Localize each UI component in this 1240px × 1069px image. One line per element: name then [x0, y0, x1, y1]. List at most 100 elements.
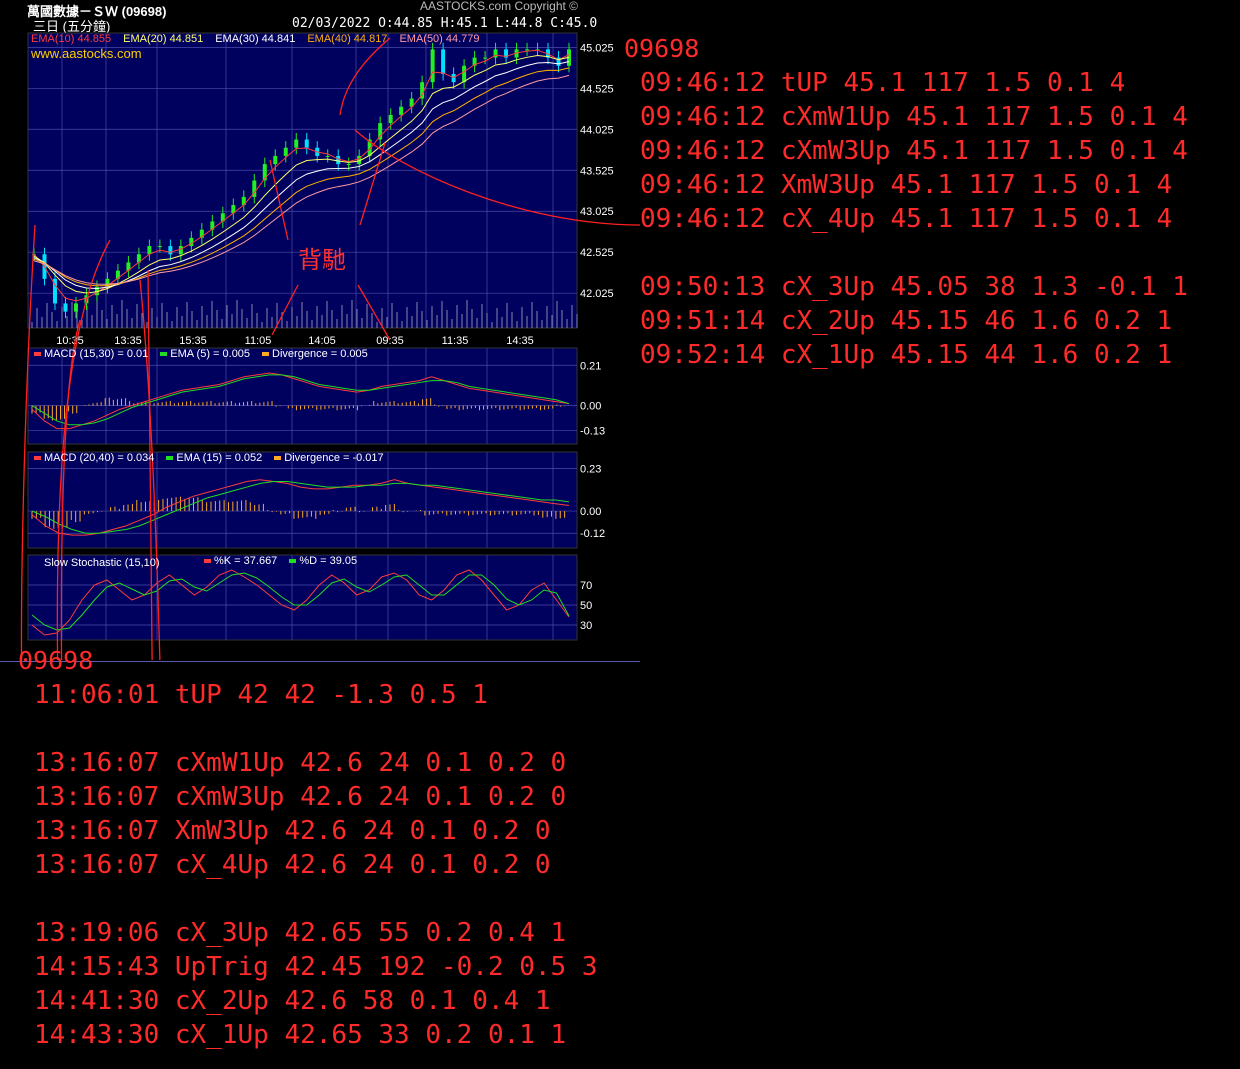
candle-body: [430, 49, 435, 83]
signal-line: 09:46:12 cXmW3Up 45.1 117 1.5 0.1 4: [640, 136, 1188, 166]
y-tick-label: 70: [580, 580, 592, 592]
signal-line: 09:46:12 XmW3Up 45.1 117 1.5 0.1 4: [640, 170, 1173, 200]
x-tick-label: 13:35: [114, 335, 142, 347]
x-tick-label: 09:35: [376, 335, 404, 347]
x-tick-label: 10:35: [56, 335, 84, 347]
legend-entry: Divergence = 0.005: [272, 348, 368, 360]
chart-canvas: 45.025 44.525 44.025 43.525 43.025 42.525 42.0…: [20, 32, 640, 660]
y-tick-label: 44.525: [580, 83, 614, 95]
divergence-annotation: 背馳: [298, 246, 346, 274]
candle-body: [73, 303, 78, 312]
signal-arrow: [269, 159, 299, 336]
ema-line: [33, 49, 570, 302]
series-line: [31, 572, 570, 631]
candle-body: [136, 254, 141, 263]
y-tick-label: 0.21: [580, 360, 601, 372]
signal-line: 13:16:07 XmW3Up 42.6 24 0.1 0.2 0: [34, 816, 551, 846]
signal-arrow: [20, 224, 36, 660]
candle-body: [220, 213, 225, 222]
y-tick-label: 0.00: [580, 506, 601, 518]
legend-swatch: [34, 352, 41, 357]
signal-line: [34, 882, 598, 916]
candle-body: [483, 57, 488, 59]
legend-entry: Divergence = -0.017: [284, 452, 384, 464]
y-tick-label: 43.025: [580, 206, 614, 218]
signal-arrow: [56, 239, 111, 660]
legend-entry: EMA(20) 44.851: [123, 33, 204, 45]
candle-body: [462, 65, 467, 83]
ema-line: [33, 74, 570, 285]
candle-body: [525, 49, 530, 51]
stoch-legend: %K = 37.667 %D = 39.05: [204, 555, 369, 567]
candle-body: [399, 106, 404, 115]
series-line: [31, 479, 570, 536]
series-line: [31, 374, 570, 426]
signal-arrow: [359, 142, 386, 226]
signal-line: [640, 236, 1188, 270]
macd2-legend: MACD (20,40) = 0.034 EMA (15) = 0.052 Dive…: [34, 452, 396, 464]
x-tick-label: 15:35: [179, 335, 207, 347]
legend-entry: %D = 39.05: [299, 555, 358, 567]
macd2-panel: [27, 451, 578, 549]
legend-entry: %K = 37.667: [214, 555, 278, 567]
y-tick-label: 0.23: [580, 464, 601, 476]
y-tick-label: -0.13: [580, 426, 605, 438]
signal-line: 09:46:12 tUP 45.1 117 1.5 0.1 4: [640, 68, 1126, 98]
signal-arrow: [60, 319, 81, 660]
candle-body: [52, 278, 57, 304]
candle-body: [493, 49, 498, 58]
macd1-legend: MACD (15,30) = 0.01 EMA (5) = 0.005 Diverg…: [34, 348, 380, 360]
legend-entry: MACD (20,40) = 0.034: [44, 452, 155, 464]
ohlc-readout: 02/03/2022 O:44.85 H:45.1 L:44.8 C:45.0: [292, 16, 598, 31]
candle-body: [115, 270, 120, 279]
legend-swatch: [166, 456, 174, 461]
signal-arrow: [357, 284, 391, 341]
candle-body: [210, 221, 215, 230]
right-stock-code: 09698: [624, 34, 700, 63]
candle-body: [273, 155, 278, 165]
candle-body: [126, 262, 131, 271]
candle-body: [420, 82, 425, 99]
candle-body: [231, 205, 236, 214]
signal-line: 14:43:30 cX_1Up 42.65 33 0.2 0.1 1: [34, 1020, 567, 1050]
signal-line: 11:06:01 tUP 42 42 -1.3 0.5 1: [34, 680, 488, 710]
candle-body: [157, 246, 162, 248]
signal-line: 14:15:43 UpTrig 42.45 192 -0.2 0.5 3: [34, 952, 598, 982]
candle-body: [178, 246, 183, 255]
y-tick-label: -0.12: [580, 528, 605, 540]
candle-body: [189, 237, 194, 247]
ema-line: [33, 55, 570, 294]
stoch-title: Slow Stochastic (15,10): [44, 557, 160, 569]
signal-line: 13:16:07 cXmW3Up 42.6 24 0.1 0.2 0: [34, 782, 567, 812]
candle-body: [504, 49, 509, 58]
candle-body: [388, 114, 393, 124]
candle-body: [241, 196, 246, 206]
signal-line: 14:41:30 cX_2Up 42.6 58 0.1 0.4 1: [34, 986, 551, 1016]
candle-body: [514, 49, 519, 58]
signal-line: 13:16:07 cXmW1Up 42.6 24 0.1 0.2 0: [34, 748, 567, 778]
signal-line: 09:46:12 cXmW1Up 45.1 117 1.5 0.1 4: [640, 102, 1188, 132]
candle-body: [168, 246, 173, 255]
candle-body: [147, 246, 152, 255]
legend-entry: EMA (5) = 0.005: [170, 348, 251, 360]
candle-body: [409, 98, 414, 107]
copyright-text: AASTOCKS.com Copyright ©: [420, 0, 579, 13]
y-tick-label: 30: [580, 620, 592, 632]
right-signal-list: 09:46:12 tUP 45.1 117 1.5 0.1 4 09:46:12 …: [640, 66, 1188, 372]
x-tick-label: 11:35: [442, 335, 469, 347]
candle-body: [357, 155, 362, 165]
separator-line: [0, 661, 640, 662]
candle-body: [304, 139, 309, 148]
signal-line: 13:19:06 cX_3Up 42.65 55 0.2 0.4 1: [34, 918, 567, 948]
bottom-stock-code: 09698: [18, 646, 94, 675]
signal-line: [34, 712, 598, 746]
candle-body: [472, 57, 477, 66]
signal-arrow: [354, 129, 640, 226]
candle-body: [336, 155, 341, 165]
legend-entry: EMA(10) 44.855: [31, 33, 112, 45]
legend-entry: EMA(40) 44.817: [307, 33, 388, 45]
y-tick-label: 50: [580, 600, 592, 612]
x-tick-label: 14:05: [308, 335, 336, 347]
y-tick-label: 42.025: [580, 288, 614, 300]
candle-body: [105, 278, 110, 288]
